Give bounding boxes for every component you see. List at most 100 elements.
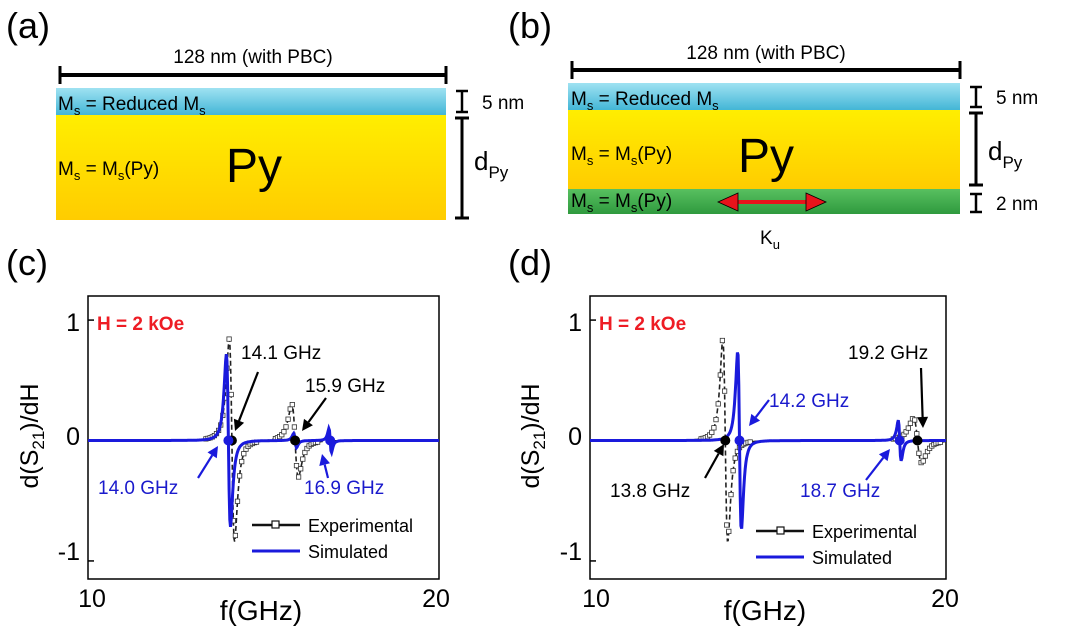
experimental-point-d: [914, 431, 920, 437]
experimental-point-c: [226, 336, 232, 342]
field-label-c: H = 2 kOe: [97, 314, 184, 335]
bottom-thickness-bar-b: [970, 192, 982, 214]
x-tick-d-10: 10: [582, 585, 610, 613]
annotation-arrowhead-d-2: [749, 413, 761, 426]
experimental-point-d: [732, 455, 738, 461]
x-axis-label-d: f(GHz): [724, 595, 806, 626]
experimental-point-d: [722, 388, 728, 394]
annotation-arrow-d-2: [754, 399, 770, 418]
resonance-dot-d-3: [894, 435, 905, 446]
annotation-arrow-c-2: [197, 454, 214, 479]
annotation-d-exp1: 13.8 GHz: [610, 481, 690, 502]
resonance-dot-c-3: [325, 435, 336, 446]
width-label-a: 128 nm (with PBC): [173, 47, 332, 68]
experimental-point-c: [298, 466, 304, 472]
x-tick-d-20: 20: [931, 585, 959, 613]
width-bar-b: [570, 61, 962, 79]
experimental-point-c: [228, 391, 234, 398]
panel-c: (c) d(S21)/dH f(GHz) H = 2 kOe 10 20 1 0…: [6, 242, 450, 626]
experimental-point-c: [293, 462, 300, 469]
panel-label-a: (a): [6, 5, 50, 46]
panel-a: (a) 128 nm (with PBC) Ms = Reduced Ms Ms…: [6, 5, 524, 220]
top-layer-label-a: Ms = Reduced Ms: [58, 94, 206, 118]
field-label-d: H = 2 kOe: [599, 314, 686, 335]
d-py-label-b: dPy: [988, 136, 1023, 172]
plot-area-d: [590, 319, 946, 562]
plot-frame-c: [87, 295, 440, 580]
experimental-point-d: [912, 417, 918, 423]
annotation-d-exp2: 19.2 GHz: [848, 343, 928, 364]
bottom-layer-label-b: Ms = Ms(Py): [571, 191, 672, 215]
legend-label-d-exp: Experimental: [812, 522, 917, 542]
y-tick-c-m1: -1: [58, 538, 80, 566]
top-thickness-bar-a: [456, 89, 468, 114]
y-tick-d-1: 1: [568, 309, 582, 337]
experimental-point-d: [717, 372, 723, 378]
legend-d: Experimental Simulated: [756, 522, 917, 568]
resonance-dot-c-1: [290, 435, 301, 446]
experimental-point-c: [285, 416, 291, 422]
annotation-arrow-d-1: [919, 367, 924, 418]
experimental-point-d: [730, 468, 736, 474]
annotation-c-exp1: 14.1 GHz: [241, 343, 321, 364]
anisotropy-arrow: [717, 192, 827, 212]
annotation-arrowhead-c-1: [302, 418, 313, 431]
resonance-dot-d-1: [912, 435, 923, 446]
plot-area-c: [88, 319, 439, 562]
experimental-point-c: [283, 424, 289, 430]
experimental-point-d: [922, 453, 929, 459]
experimental-point-c: [239, 458, 245, 465]
y-tick-c-1: 1: [66, 309, 80, 337]
experimental-point-c: [236, 473, 243, 479]
bulk-layer-label-b: Ms = Ms(Py): [571, 144, 672, 168]
y-tick-d-m1: -1: [560, 538, 582, 566]
experimental-point-c: [300, 456, 306, 462]
py-layer-a: [56, 115, 446, 220]
top-thickness-label-a: 5 nm: [482, 93, 524, 114]
annotation-d-sim1: 14.2 GHz: [769, 391, 849, 412]
simulated-line-c: [88, 354, 439, 527]
experimental-point-d: [713, 416, 719, 423]
top-layer-label-b: Ms = Reduced Ms: [571, 89, 719, 113]
width-bar-a: [58, 66, 448, 84]
anisotropy-label: Ku: [760, 228, 780, 252]
py-thickness-bar-a: [455, 116, 469, 220]
annotation-arrowhead-c-0: [233, 418, 245, 431]
experimental-point-d: [916, 450, 922, 456]
experimental-point-c: [289, 401, 295, 408]
panel-d: (d) d(S21)/dH f(GHz) H = 2 kOe 10 20 1 0…: [508, 242, 959, 626]
experimental-point-d: [747, 439, 753, 445]
experimental-point-d: [728, 491, 734, 498]
legend-label-d-sim: Simulated: [812, 548, 892, 568]
py-thickness-bar-b: [969, 111, 983, 187]
py-layer-b: [568, 110, 960, 189]
panel-label-b: (b): [508, 5, 552, 46]
resonance-dot-d-2: [734, 435, 745, 446]
experimental-point-d: [711, 425, 717, 431]
annotation-arrow-c-3: [323, 464, 330, 479]
annotation-arrowhead-d-3: [878, 449, 890, 462]
experimental-point-d: [715, 401, 721, 407]
annotation-arrowhead-d-1: [917, 416, 929, 428]
top-thickness-label-b: 5 nm: [996, 88, 1038, 109]
legend-label-c-exp: Experimental: [308, 516, 413, 536]
x-tick-c-20: 20: [422, 585, 450, 613]
reduced-ms-layer-b: [568, 83, 960, 110]
annotation-c-sim1: 14.0 GHz: [98, 478, 178, 499]
experimental-point-d: [905, 425, 911, 431]
experimental-point-d: [920, 458, 926, 464]
experimental-point-c: [234, 498, 241, 504]
resonance-dot-c-2: [223, 435, 234, 446]
annotation-d-sim2: 18.7 GHz: [800, 481, 880, 502]
legend-c: Experimental Simulated: [252, 516, 413, 562]
experimental-point-c: [232, 532, 238, 539]
width-label-b: 128 nm (with PBC): [686, 43, 845, 64]
annotation-arrow-c-1: [307, 397, 327, 423]
material-label-b: Py: [738, 130, 794, 183]
simulated-line-d: [590, 352, 946, 530]
d-py-label-a: dPy: [474, 146, 509, 182]
experimental-point-d: [719, 337, 726, 344]
y-axis-label-d: d(S21)/dH: [517, 383, 549, 488]
experimental-point-d: [726, 528, 732, 535]
